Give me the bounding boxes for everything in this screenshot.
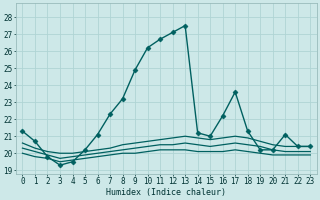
- X-axis label: Humidex (Indice chaleur): Humidex (Indice chaleur): [106, 188, 226, 197]
